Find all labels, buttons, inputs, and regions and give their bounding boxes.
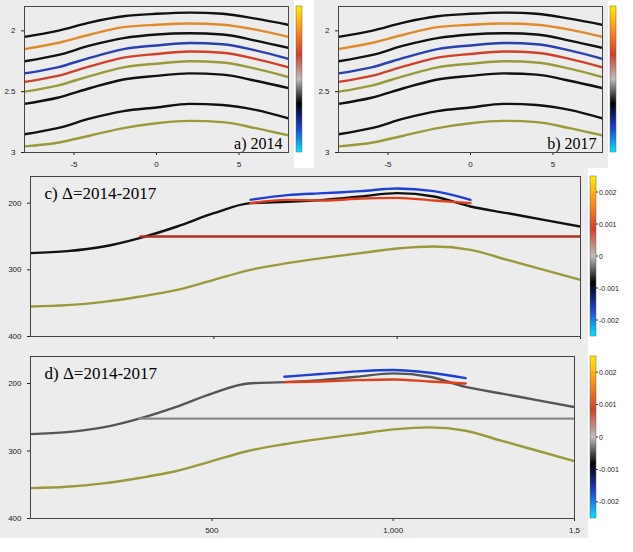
svg-text:0: 0 — [599, 253, 603, 260]
svg-text:0.001: 0.001 — [599, 401, 617, 408]
svg-text:0.001: 0.001 — [599, 221, 617, 228]
svg-text:-0.002: -0.002 — [599, 498, 619, 505]
svg-text:0: 0 — [599, 434, 603, 441]
svg-text:-0.001: -0.001 — [599, 466, 619, 473]
svg-text:3: 3 — [325, 148, 330, 157]
svg-text:200: 200 — [8, 199, 22, 208]
svg-text:500: 500 — [205, 526, 219, 535]
svg-text:200: 200 — [8, 379, 22, 388]
svg-text:0: 0 — [468, 160, 473, 168]
svg-text:300: 300 — [8, 265, 22, 274]
svg-text:3: 3 — [11, 148, 16, 157]
svg-text:a) 2014: a) 2014 — [234, 135, 282, 153]
svg-text:d) Δ=2014-2017: d) Δ=2014-2017 — [45, 364, 158, 383]
svg-text:400: 400 — [8, 332, 22, 341]
svg-text:-5: -5 — [70, 160, 78, 168]
svg-text:0.002: 0.002 — [599, 189, 617, 196]
svg-text:1,000: 1,000 — [383, 526, 404, 535]
svg-text:1,5: 1,5 — [569, 526, 581, 535]
svg-text:2: 2 — [11, 26, 16, 35]
svg-text:2.5: 2.5 — [4, 87, 16, 96]
svg-text:b) 2017: b) 2017 — [547, 135, 596, 153]
svg-text:2.5: 2.5 — [318, 87, 330, 96]
svg-text:-0.001: -0.001 — [599, 285, 619, 292]
svg-text:2: 2 — [325, 26, 330, 35]
svg-text:300: 300 — [8, 447, 22, 456]
svg-text:5: 5 — [551, 160, 556, 168]
svg-text:0: 0 — [154, 160, 159, 168]
svg-text:-5: -5 — [384, 160, 392, 168]
svg-text:0.002: 0.002 — [599, 369, 617, 376]
svg-text:5: 5 — [237, 160, 242, 168]
svg-text:-0.002: -0.002 — [599, 317, 619, 324]
svg-text:400: 400 — [8, 514, 22, 523]
svg-text:c) Δ=2014-2017: c) Δ=2014-2017 — [45, 184, 157, 203]
